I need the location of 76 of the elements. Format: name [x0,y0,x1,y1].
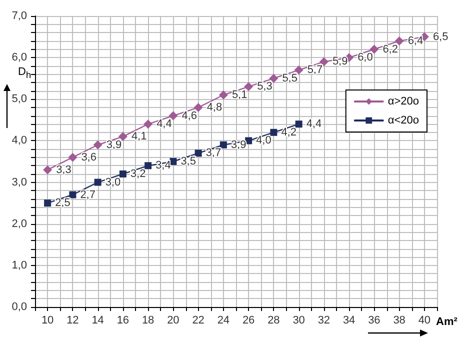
point [319,57,328,66]
point [94,178,102,186]
data-label: 4,1 [131,130,147,143]
data-label: 5,3 [257,80,272,93]
data-label: 5,5 [282,72,298,84]
x-tick-label: 38 [393,314,406,326]
x-tick-label: 40 [418,314,431,326]
x-tick-label: 28 [268,314,280,326]
y-tick-label: 3,0 [12,176,27,188]
point [294,66,304,75]
data-label: 6,2 [382,43,398,56]
y-tick-label: 7,0 [12,10,27,22]
data-label: 4,0 [256,134,272,147]
point [269,74,278,83]
x-tick-label: 16 [116,314,130,326]
point [168,111,178,120]
data-label: 4,4 [156,118,172,130]
x-tick-label: 10 [41,314,54,326]
point [93,140,102,150]
point [194,150,202,157]
x-tick-label: 36 [368,314,380,326]
y-tick-label: 0,0 [12,301,27,313]
data-label: 5,9 [332,56,348,68]
x-tick-label: 22 [192,314,204,326]
point [244,82,254,92]
data-label: 6,0 [358,52,373,64]
point [394,36,404,46]
data-label: 2,7 [80,188,96,201]
data-label: 5,7 [307,64,323,76]
y-tick-label: 5,0 [12,93,27,106]
data-label: 3,3 [56,164,72,176]
y-axis-title: D$_{h}$ [18,66,32,80]
data-label: 3,6 [81,151,96,164]
data-label: 3,9 [106,138,122,151]
data-label: 4,2 [281,126,296,138]
y-tick-label: 1,0 [12,259,27,272]
data-label: 5,1 [232,88,248,101]
data-label: 4,8 [206,101,222,114]
point [370,44,379,54]
point [144,120,153,129]
x-tick-label: 24 [217,314,230,326]
data-label: 3,5 [180,156,196,168]
data-label: 3,2 [130,168,146,180]
x-tick-label: 18 [142,314,154,326]
legend-label: α>20o [388,96,420,108]
data-label: 6,4 [408,34,424,47]
point [69,191,76,198]
point [144,162,152,170]
data-label: 3,7 [206,147,222,160]
data-label: 2,5 [55,197,70,210]
x-tick-label: 12 [66,314,79,326]
data-label: 6,5 [432,30,448,43]
legend-label: α<20o [388,114,420,126]
y-tick-label: 6,0 [12,52,27,64]
x-tick-label: 20 [167,314,180,326]
data-label: 4,6 [182,110,197,122]
y-tick-label: 4,0 [12,134,27,147]
x-tick-label: 32 [318,314,330,326]
data-label: 4,4 [306,118,322,130]
point [118,132,128,142]
point [218,90,228,100]
x-tick-label: 14 [92,314,104,326]
point [119,170,126,178]
point [220,141,227,148]
x-tick-label: 34 [342,314,356,326]
point [194,102,203,112]
data-label: 3,0 [105,176,121,188]
x-axis-title: Am² [436,316,458,328]
x-tick-label: 26 [242,314,255,326]
point [270,128,278,136]
point [44,200,52,207]
x-tick-label: 30 [292,314,305,326]
point [68,152,78,162]
point [43,165,52,174]
y-tick-label: 2,0 [12,218,27,230]
point [295,120,302,128]
